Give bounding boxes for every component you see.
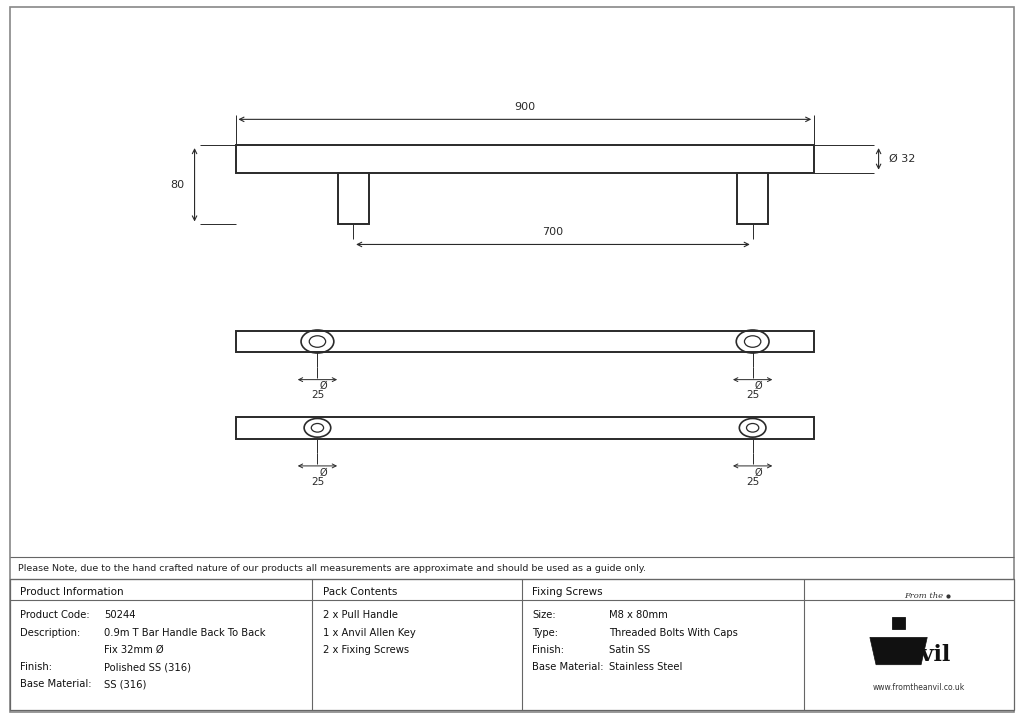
Text: Ø: Ø xyxy=(755,467,762,477)
Text: Ø: Ø xyxy=(755,381,762,391)
Bar xyxy=(236,331,814,352)
Bar xyxy=(10,579,1014,710)
Text: Base Material:: Base Material: xyxy=(532,662,604,672)
Text: Please Note, due to the hand crafted nature of our products all measurements are: Please Note, due to the hand crafted nat… xyxy=(18,564,646,572)
Text: Satin SS: Satin SS xyxy=(609,645,650,655)
Bar xyxy=(892,617,905,628)
Text: 25: 25 xyxy=(746,477,759,487)
Text: 900: 900 xyxy=(514,102,536,112)
Text: Stainless Steel: Stainless Steel xyxy=(609,662,683,672)
Text: 80: 80 xyxy=(170,180,184,190)
Text: Finish:: Finish: xyxy=(532,645,564,655)
Text: Polished SS (316): Polished SS (316) xyxy=(104,662,191,672)
Text: 2 x Fixing Screws: 2 x Fixing Screws xyxy=(323,645,409,655)
Text: Description:: Description: xyxy=(20,628,81,638)
Text: Fixing Screws: Fixing Screws xyxy=(532,587,603,597)
Text: Ø: Ø xyxy=(319,467,327,477)
Text: 700: 700 xyxy=(543,227,563,237)
Text: Pack Contents: Pack Contents xyxy=(323,587,397,597)
Text: 1 x Anvil Allen Key: 1 x Anvil Allen Key xyxy=(323,628,416,638)
Text: SS (316): SS (316) xyxy=(104,679,146,690)
Text: Ø 32: Ø 32 xyxy=(889,154,915,164)
Text: Base Material:: Base Material: xyxy=(20,679,92,690)
Bar xyxy=(338,173,369,224)
Text: 2 x Pull Handle: 2 x Pull Handle xyxy=(323,610,397,620)
Text: Product Code:: Product Code: xyxy=(20,610,90,620)
Text: M8 x 80mm: M8 x 80mm xyxy=(609,610,668,620)
Text: Anvil: Anvil xyxy=(888,644,950,667)
Text: 25: 25 xyxy=(746,390,759,400)
Text: Product Information: Product Information xyxy=(20,587,124,597)
Text: Threaded Bolts With Caps: Threaded Bolts With Caps xyxy=(609,628,738,638)
Text: 50244: 50244 xyxy=(104,610,136,620)
Text: Finish:: Finish: xyxy=(20,662,52,672)
Bar xyxy=(236,145,814,173)
Bar xyxy=(737,173,768,224)
Text: www.fromtheanvil.co.uk: www.fromtheanvil.co.uk xyxy=(872,683,966,692)
Text: Type:: Type: xyxy=(532,628,558,638)
Bar xyxy=(236,417,814,439)
Text: 0.9m T Bar Handle Back To Back: 0.9m T Bar Handle Back To Back xyxy=(104,628,266,638)
Text: Fix 32mm Ø: Fix 32mm Ø xyxy=(104,645,164,655)
Text: 25: 25 xyxy=(311,477,324,487)
Text: Ø: Ø xyxy=(319,381,327,391)
Text: From the: From the xyxy=(904,592,944,600)
Polygon shape xyxy=(869,638,928,664)
Text: Size:: Size: xyxy=(532,610,556,620)
Text: 25: 25 xyxy=(311,390,324,400)
